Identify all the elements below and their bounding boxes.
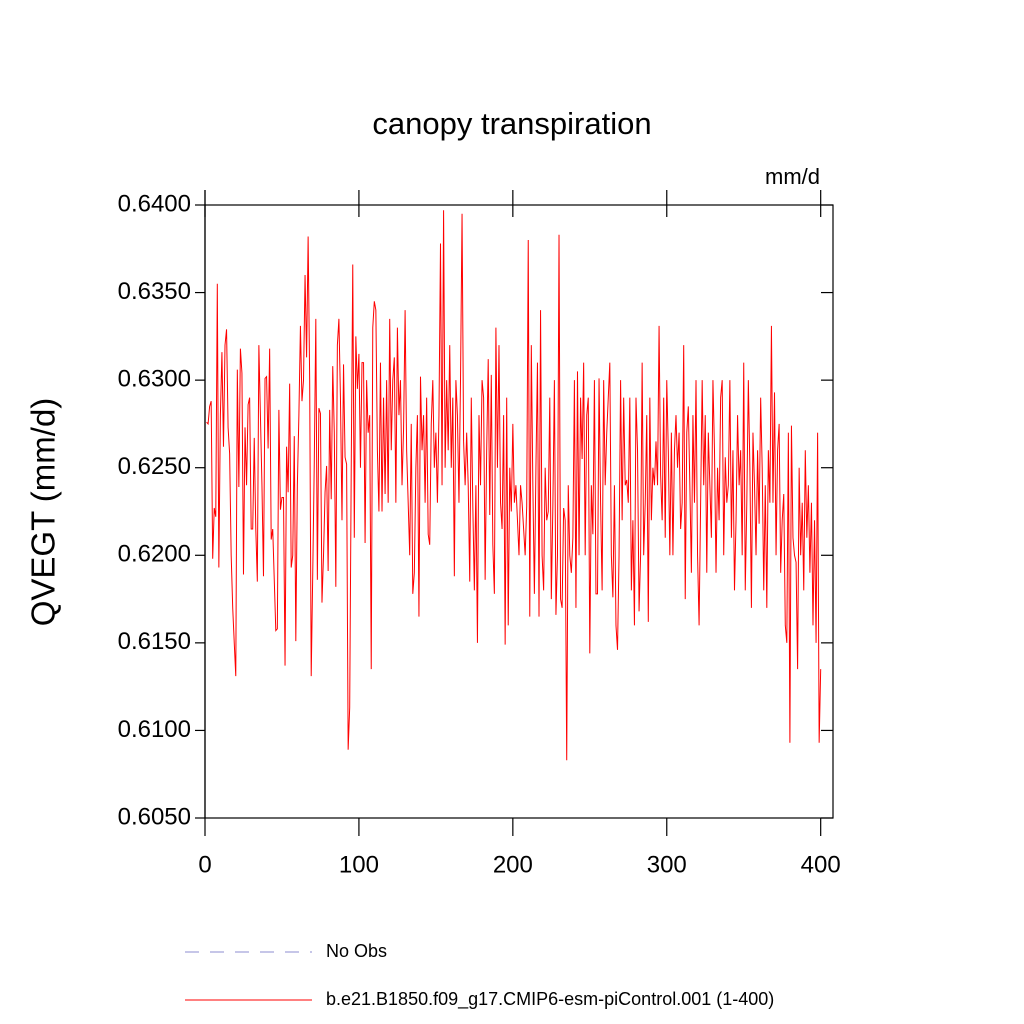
y-tick-label: 0.6250 [118,453,191,480]
data-line [206,210,822,761]
x-tick-label: 0 [198,851,211,878]
x-tick-label: 100 [339,851,379,878]
legend: No Obs b.e21.B1850.f09_g17.CMIP6-esm-piCo… [185,941,774,1010]
y-axis-title: QVEGT (mm/d) [25,398,62,627]
legend-label: No Obs [326,941,387,961]
x-tick-label: 300 [647,851,687,878]
y-tick-label: 0.6400 [118,190,191,217]
units-label: mm/d [765,164,820,189]
y-tick-label: 0.6300 [118,365,191,392]
plot-area [206,210,822,761]
x-tick-label: 200 [493,851,533,878]
y-tick-label: 0.6050 [118,803,191,830]
y-tick-label: 0.6350 [118,278,191,305]
y-tick-label: 0.6150 [118,628,191,655]
plot-frame [204,204,834,819]
y-tick-label: 0.6100 [118,716,191,743]
chart-title: canopy transpiration [372,106,651,141]
legend-label: b.e21.B1850.f09_g17.CMIP6-esm-piControl.… [326,989,774,1010]
y-tick-label: 0.6200 [118,541,191,568]
x-tick-label: 400 [801,851,841,878]
